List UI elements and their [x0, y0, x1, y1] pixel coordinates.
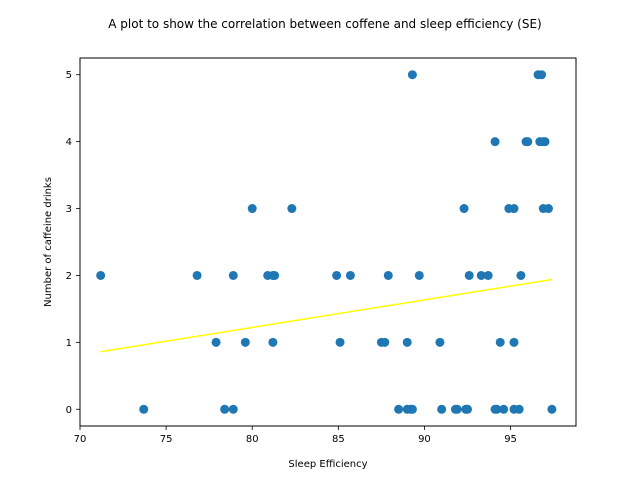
scatter-point	[537, 70, 547, 80]
x-axis: 70 75 80 85 90 95	[74, 426, 517, 445]
scatter-point	[335, 337, 345, 347]
scatter-point	[96, 270, 106, 280]
scatter-point	[407, 404, 417, 414]
scatter-point	[509, 337, 519, 347]
axes-frame	[79, 57, 577, 427]
plot-area	[96, 70, 557, 414]
y-tick-label: 5	[66, 70, 72, 81]
x-tick-label: 85	[332, 434, 345, 445]
x-tick-label: 70	[74, 434, 87, 445]
scatter-point	[523, 137, 533, 147]
scatter-point	[211, 337, 221, 347]
scatter-point	[270, 270, 280, 280]
scatter-point	[394, 404, 404, 414]
x-tick-label: 75	[160, 434, 173, 445]
scatter-point	[228, 404, 238, 414]
scatter-point	[380, 337, 390, 347]
scatter-point	[463, 404, 472, 414]
scatter-point	[240, 337, 250, 347]
scatter-point	[383, 270, 393, 280]
scatter-point	[247, 204, 257, 214]
scatter-point	[220, 404, 230, 414]
scatter-point	[407, 70, 417, 80]
chart-title: A plot to show the correlation between c…	[108, 17, 542, 31]
y-tick-label: 3	[66, 204, 72, 215]
y-tick-label: 0	[66, 405, 72, 416]
scatter-point	[464, 270, 474, 280]
scatter-point	[547, 404, 557, 414]
y-axis-label: Number of caffeine drinks	[43, 177, 54, 307]
trend-line	[100, 278, 553, 353]
y-tick-label: 4	[66, 137, 72, 148]
scatter-point	[332, 270, 342, 280]
scatter-point	[476, 270, 486, 280]
scatter-point	[414, 270, 424, 280]
x-tick-label: 90	[418, 434, 431, 445]
scatter-point	[543, 204, 553, 214]
scatter-point	[139, 404, 149, 414]
x-tick-label: 80	[246, 434, 259, 445]
scatter-point	[492, 404, 502, 414]
scatter-point	[495, 337, 505, 347]
scatter-point	[490, 137, 500, 147]
scatter-point	[514, 404, 524, 414]
scatter-point	[228, 270, 238, 280]
scatter-point	[345, 270, 355, 280]
scatter-point	[268, 337, 278, 347]
scatter-point	[516, 270, 526, 280]
x-axis-label: Sleep Efficiency	[288, 459, 367, 470]
scatter-point	[435, 337, 445, 347]
y-tick-label: 1	[66, 338, 72, 349]
scatter-point	[509, 204, 519, 214]
y-tick-label: 2	[66, 271, 72, 282]
scatter-point	[287, 204, 297, 214]
scatter-point	[499, 404, 509, 414]
scatter-point	[402, 337, 412, 347]
y-axis: 0 1 2 3 4 5	[66, 70, 80, 416]
x-tick-label: 95	[504, 434, 517, 445]
scatter-point	[437, 404, 447, 414]
scatter-point	[452, 404, 462, 414]
scatter-point	[459, 204, 469, 214]
scatter-point	[540, 137, 550, 147]
scatter-point	[192, 270, 202, 280]
scatter-point	[483, 270, 493, 280]
